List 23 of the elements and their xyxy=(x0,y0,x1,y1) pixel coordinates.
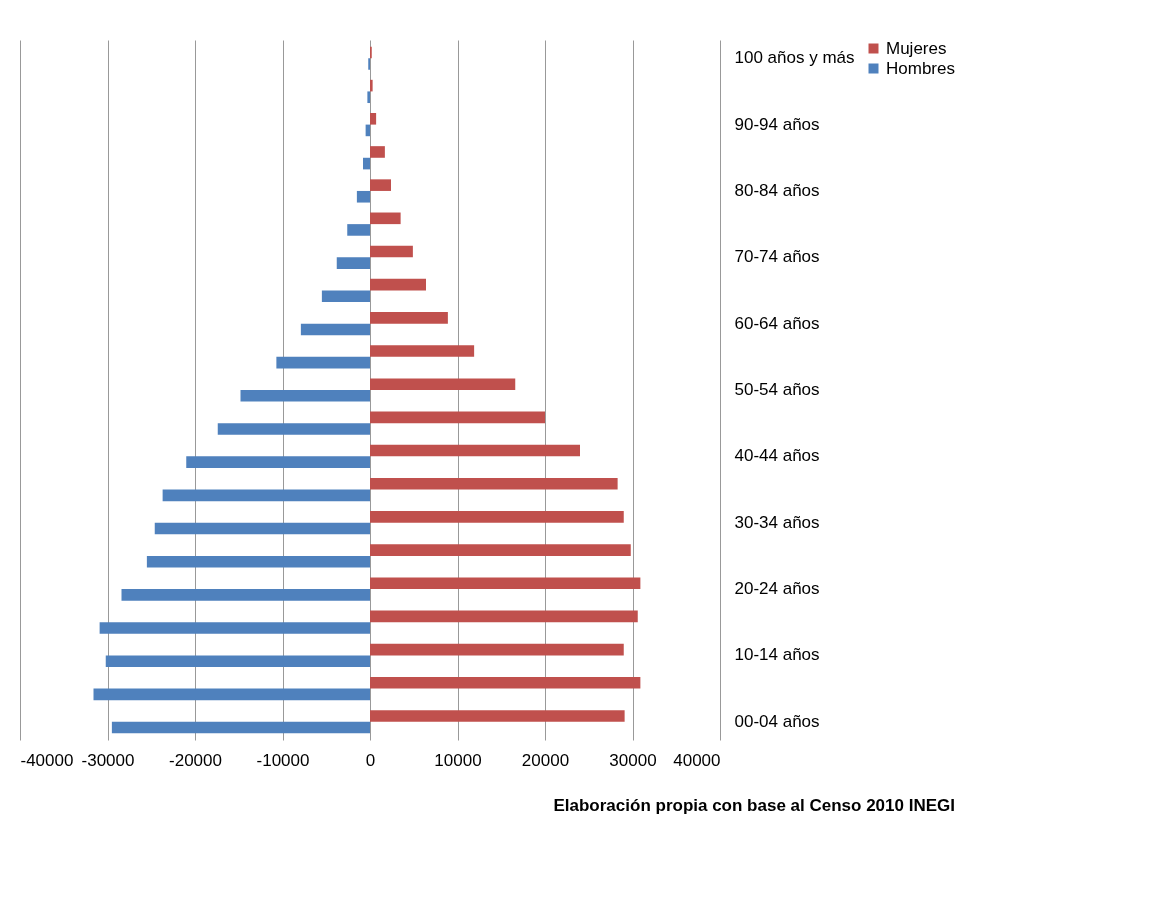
x-tick-label: 20000 xyxy=(521,750,570,770)
legend-label: Hombres xyxy=(886,58,955,78)
x-tick-label: 40000 xyxy=(673,750,721,770)
x-tick-label: -40000 xyxy=(20,750,74,770)
x-tick-label: -30000 xyxy=(81,750,135,770)
y-tick-label: 00-04 años xyxy=(734,711,820,731)
y-tick-label: 30-34 años xyxy=(734,512,820,532)
x-tick-label: -10000 xyxy=(256,750,310,770)
y-tick-label: 80-84 años xyxy=(734,180,820,200)
y-tick-label: 20-24 años xyxy=(734,579,820,599)
text: Elaboración propia con base al Censo 2010 INEGI xyxy=(553,796,955,815)
x-tick-label: -20000 xyxy=(169,750,222,770)
y-tick-label: 40-44 años xyxy=(734,446,820,466)
x-tick-label: 30000 xyxy=(609,750,657,770)
y-tick-label: 100 años y más xyxy=(734,48,855,68)
legend-label: Mujeres xyxy=(886,38,947,58)
x-tick-label: 10000 xyxy=(434,750,482,770)
x-tick-label: 0 xyxy=(365,750,376,770)
y-tick-label: 50-54 años xyxy=(734,380,820,399)
y-tick-label: 90-94 años xyxy=(734,114,820,134)
y-tick-label: 60-64 años xyxy=(734,313,820,333)
y-tick-label: 10-14 años xyxy=(734,645,820,665)
y-tick-label: 70-74 años xyxy=(734,247,820,267)
